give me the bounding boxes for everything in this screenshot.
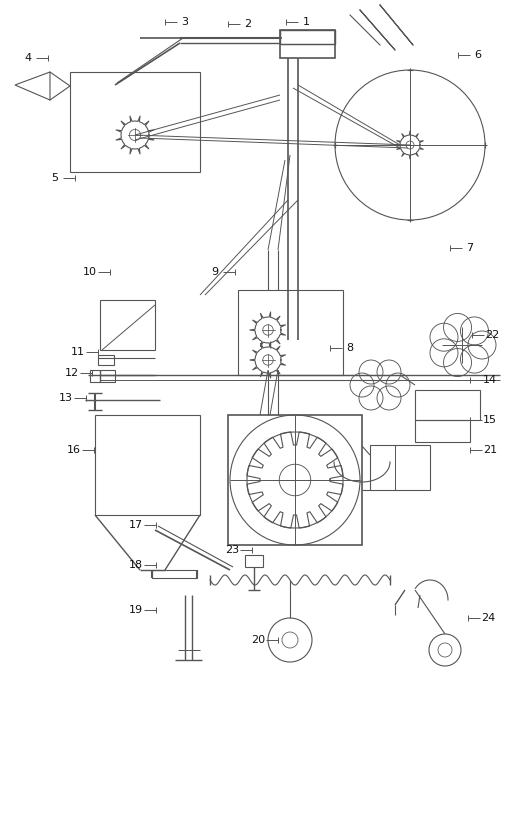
Bar <box>98 355 114 365</box>
Bar <box>100 300 155 350</box>
Bar <box>245 555 263 567</box>
Text: 13: 13 <box>59 393 73 403</box>
Text: 6: 6 <box>475 50 482 60</box>
Bar <box>238 290 343 375</box>
Text: 2: 2 <box>244 19 252 29</box>
Bar <box>228 415 362 545</box>
Text: 20: 20 <box>251 635 265 645</box>
Bar <box>415 390 480 420</box>
Text: 4: 4 <box>25 53 31 63</box>
Bar <box>152 570 197 578</box>
Bar <box>90 370 115 382</box>
Text: 24: 24 <box>481 613 495 623</box>
Text: 22: 22 <box>485 330 499 340</box>
Bar <box>95 415 200 515</box>
Bar <box>415 420 470 442</box>
Text: 8: 8 <box>346 343 354 353</box>
Text: 23: 23 <box>225 545 239 555</box>
Text: 17: 17 <box>129 520 143 530</box>
Text: 15: 15 <box>483 415 497 425</box>
Text: 19: 19 <box>129 605 143 615</box>
Text: 21: 21 <box>483 445 497 455</box>
Text: 7: 7 <box>466 243 474 253</box>
Text: 18: 18 <box>129 560 143 570</box>
Text: 1: 1 <box>302 17 310 27</box>
Text: 9: 9 <box>212 267 219 277</box>
Text: 11: 11 <box>71 347 85 357</box>
Bar <box>370 445 430 490</box>
Text: 3: 3 <box>181 17 189 27</box>
Text: 5: 5 <box>51 173 59 183</box>
Text: 14: 14 <box>483 375 497 385</box>
Text: 16: 16 <box>67 445 81 455</box>
Bar <box>70 72 200 172</box>
Bar <box>280 30 335 58</box>
Bar <box>280 30 335 44</box>
Text: 12: 12 <box>65 368 79 378</box>
Text: 10: 10 <box>83 267 97 277</box>
